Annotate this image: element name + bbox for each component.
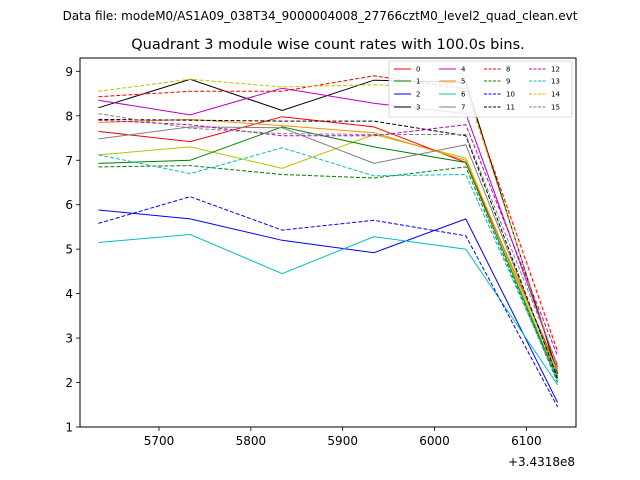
y-tick-label: 9: [65, 65, 73, 79]
legend-label-5: 5: [461, 78, 465, 86]
legend-label-0: 0: [416, 66, 420, 74]
series-line-2: [98, 209, 559, 403]
legend-label-14: 14: [551, 91, 560, 99]
x-tick-label: 6000: [419, 434, 450, 448]
series-line-11: [98, 118, 559, 379]
legend-label-1: 1: [416, 78, 420, 86]
y-tick-label: 6: [65, 198, 73, 212]
x-tick-label: 5800: [236, 434, 267, 448]
legend-label-3: 3: [416, 104, 420, 112]
chart-title: Quadrant 3 module wise count rates with …: [131, 37, 525, 53]
series-line-7: [98, 126, 559, 377]
series-layer: [98, 75, 559, 408]
y-tick-label: 3: [65, 332, 73, 346]
y-tick-label: 4: [65, 287, 73, 301]
legend-label-8: 8: [506, 66, 510, 74]
series-line-5: [98, 118, 559, 372]
series-line-6: [98, 233, 559, 386]
series-line-0: [98, 116, 559, 370]
series-line-14: [98, 78, 559, 370]
y-tick-label: 2: [65, 376, 73, 390]
legend-frame: [388, 60, 573, 118]
legend-label-4: 4: [461, 66, 466, 74]
legend-label-12: 12: [551, 66, 560, 74]
legend-label-15: 15: [551, 104, 560, 112]
y-tick-label: 7: [65, 154, 73, 168]
series-line-15: [98, 113, 559, 365]
x-tick-label: 6100: [511, 434, 542, 448]
legend-label-9: 9: [506, 78, 510, 86]
series-line-12: [98, 119, 559, 357]
legend-label-6: 6: [461, 91, 466, 99]
y-tick-label: 8: [65, 109, 73, 123]
y-tick-label: 1: [65, 421, 73, 435]
series-line-9: [98, 165, 559, 383]
x-tick-label: 5700: [144, 434, 175, 448]
series-line-4: [98, 87, 559, 368]
legend-label-11: 11: [506, 104, 515, 112]
x-tick-label: 5900: [327, 434, 358, 448]
legend-label-2: 2: [416, 91, 420, 99]
plot-frame: [79, 57, 577, 428]
legend-label-13: 13: [551, 78, 560, 86]
y-tick-label: 5: [65, 243, 73, 257]
series-line-8: [98, 75, 559, 352]
series-line-1: [98, 126, 559, 381]
chart-suptitle: Data file: modeM0/AS1A09_038T34_90000040…: [63, 9, 578, 23]
x-offset-label: +3.4318e8: [508, 455, 575, 469]
series-line-extra-0: [98, 133, 559, 379]
series-line-13: [98, 147, 559, 381]
series-line-10: [98, 196, 559, 408]
legend-label-7: 7: [461, 104, 465, 112]
legend-label-10: 10: [506, 91, 515, 99]
